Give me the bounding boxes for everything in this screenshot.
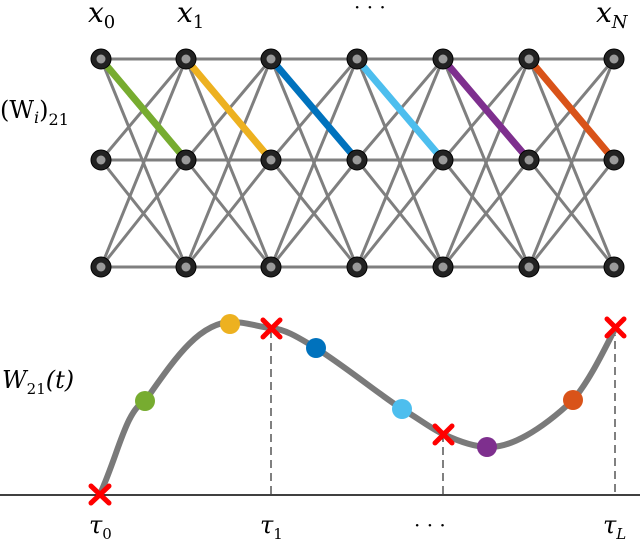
- tick-label-tauL: τL: [603, 511, 626, 543]
- network-edge: [184, 159, 273, 268]
- network-node: [518, 256, 540, 278]
- network-node: [260, 48, 282, 70]
- knot-cross-tau1: [260, 317, 283, 340]
- network-edge: [527, 58, 616, 268]
- tick-label-ellipsis: · · ·: [414, 513, 446, 537]
- knot-cross-tauL: [604, 316, 627, 339]
- network-edge: [184, 58, 273, 268]
- network-edge-highlight-5: [525, 55, 618, 164]
- sample-point-yellow: [220, 314, 240, 334]
- network-node: [260, 256, 282, 278]
- tick-label-tau0: τ0: [89, 511, 112, 543]
- network-edge: [355, 58, 445, 268]
- tick-label-tau1: τ1: [260, 511, 283, 543]
- sample-point-purple: [477, 437, 497, 457]
- network-node: [518, 149, 540, 171]
- network-edge: [269, 159, 359, 268]
- network-nodes: [90, 48, 625, 278]
- network-node: [175, 149, 197, 171]
- network-edge: [355, 159, 445, 268]
- label-x0: x0: [88, 0, 115, 33]
- curve-ylabel: W21(t): [2, 366, 74, 398]
- network-node: [260, 149, 282, 171]
- network-edge: [269, 58, 359, 268]
- network-node: [346, 48, 368, 70]
- network-edge-highlight-1: [182, 55, 275, 164]
- sample-point-orange: [563, 390, 583, 410]
- network-node: [603, 149, 625, 171]
- network-edge: [99, 159, 188, 268]
- network-edge-highlight-3: [353, 55, 447, 164]
- knot-cross-tau-mid: [432, 423, 455, 446]
- network-node: [518, 48, 540, 70]
- network-node: [346, 256, 368, 278]
- sample-point-lightblue: [392, 399, 412, 419]
- label-x1: x1: [177, 0, 204, 33]
- network-edge: [441, 58, 531, 268]
- label-xN: xN: [596, 0, 629, 33]
- network-node: [346, 149, 368, 171]
- network-node: [432, 149, 454, 171]
- network-edge: [441, 159, 531, 268]
- network-edge-highlight-4: [439, 55, 533, 164]
- weight-curve: [97, 318, 619, 497]
- sample-point-blue: [306, 338, 326, 358]
- network-node: [603, 48, 625, 70]
- network-node: [432, 48, 454, 70]
- network-edge: [527, 159, 616, 268]
- network-edge-highlight-0: [97, 55, 190, 164]
- network-node: [603, 256, 625, 278]
- weight-label: (Wi)21: [0, 96, 69, 129]
- network-node: [432, 256, 454, 278]
- label-column-ellipsis: · · ·: [354, 0, 386, 19]
- knot-cross-tau0: [88, 483, 112, 506]
- network-edges: [99, 57, 616, 269]
- network-node: [175, 256, 197, 278]
- sample-point-green: [135, 391, 155, 411]
- network-node: [90, 256, 112, 278]
- network-node: [90, 149, 112, 171]
- network-node: [90, 48, 112, 70]
- network-highlighted-edges: [97, 55, 618, 164]
- network-node: [175, 48, 197, 70]
- network-edge: [99, 58, 188, 268]
- network-edge-highlight-2: [267, 55, 361, 164]
